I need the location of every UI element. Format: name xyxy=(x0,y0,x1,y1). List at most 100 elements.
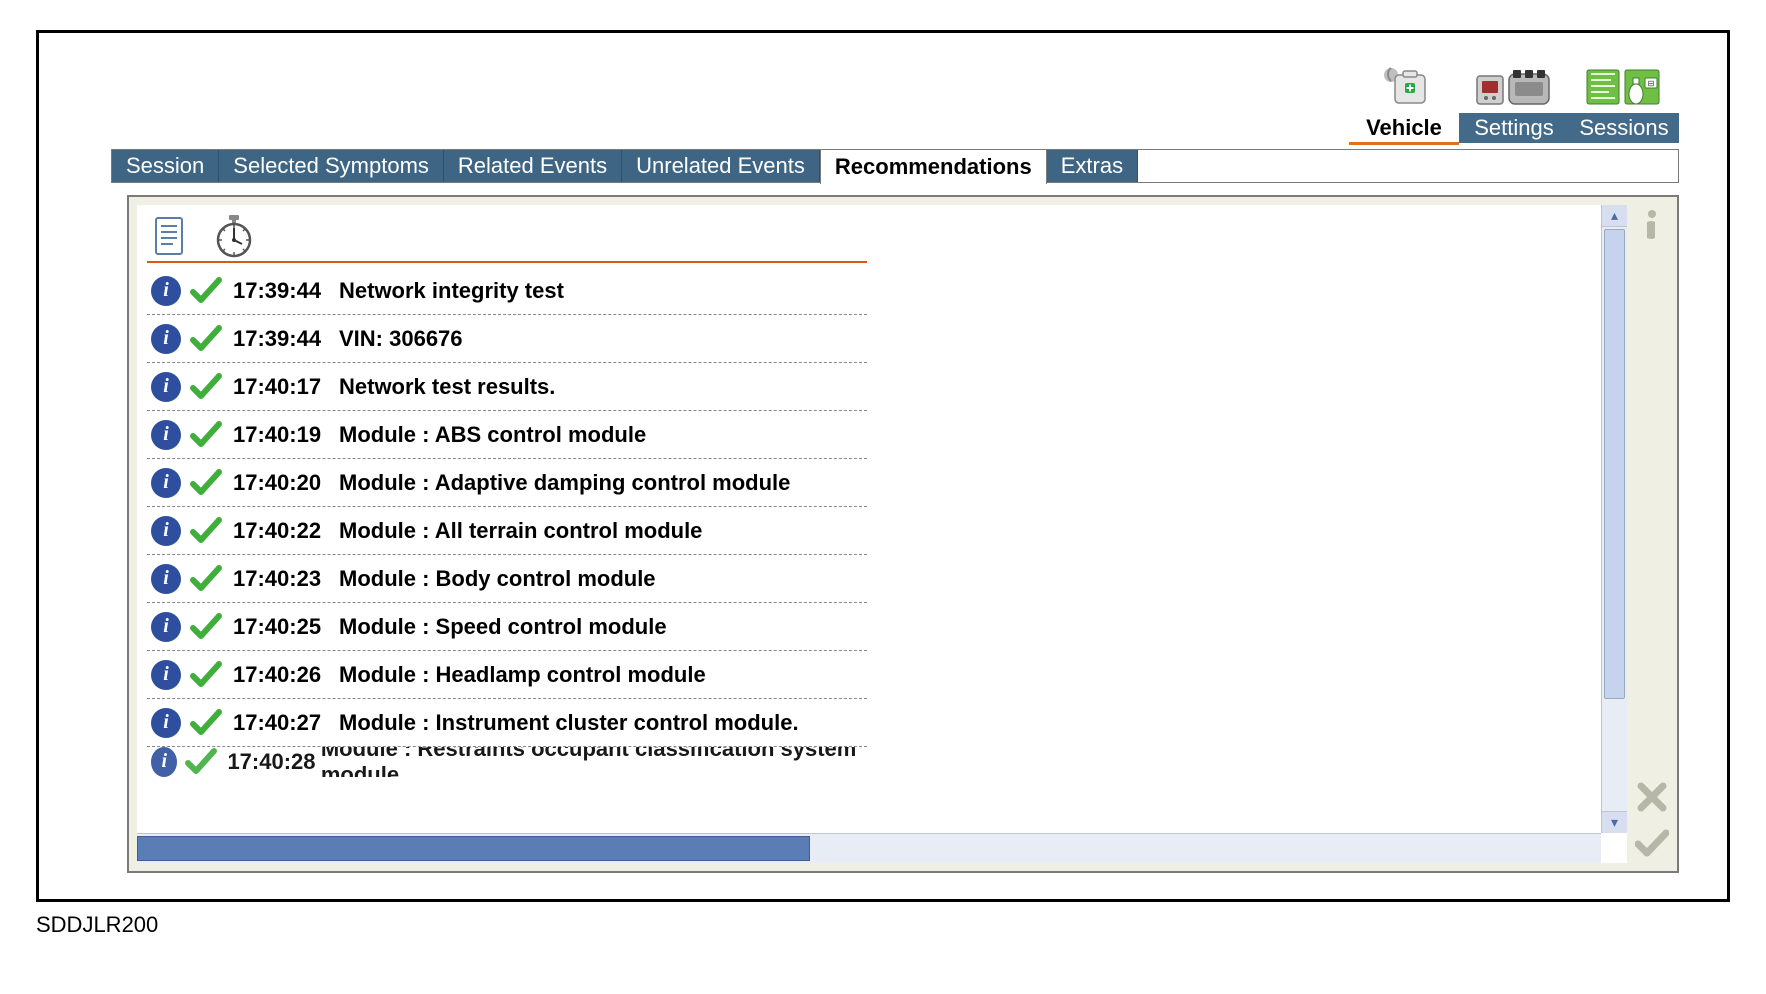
row-description: Module : Body control module xyxy=(339,566,656,592)
action-strip xyxy=(1627,197,1677,871)
row-time: 17:40:17 xyxy=(233,374,339,400)
main-nav: Vehicle Settings xyxy=(1349,59,1679,143)
nav-vehicle-label: Vehicle xyxy=(1349,113,1459,143)
device-icon xyxy=(1475,59,1553,113)
info-icon[interactable]: i xyxy=(151,564,181,594)
check-icon xyxy=(189,466,223,500)
tab-label: Session xyxy=(126,153,204,179)
check-icon xyxy=(189,610,223,644)
scroll-up-arrow-icon[interactable]: ▴ xyxy=(1602,205,1627,227)
list-row[interactable]: i 17:40:22Module : All terrain control mo… xyxy=(147,507,867,555)
row-description: Module : ABS control module xyxy=(339,422,646,448)
check-icon xyxy=(189,274,223,308)
list-row[interactable]: i 17:39:44Network integrity test xyxy=(147,267,867,315)
cancel-action-icon[interactable] xyxy=(1634,779,1670,815)
info-icon[interactable]: i xyxy=(151,468,181,498)
list-row[interactable]: i 17:40:17Network test results. xyxy=(147,363,867,411)
content-body: i 17:39:44Network integrity test i 17:39:44… xyxy=(137,205,1627,863)
row-time: 17:40:23 xyxy=(233,566,339,592)
row-time: 17:39:44 xyxy=(233,278,339,304)
tab-label: Unrelated Events xyxy=(636,153,805,179)
check-icon xyxy=(189,658,223,692)
row-description: Network test results. xyxy=(339,374,555,400)
info-icon[interactable]: i xyxy=(151,276,181,306)
scroll-down-arrow-icon[interactable]: ▾ xyxy=(1602,811,1627,833)
tab-unrelated-events[interactable]: Unrelated Events xyxy=(622,150,820,182)
check-icon xyxy=(185,747,217,777)
row-time: 17:40:27 xyxy=(233,710,339,736)
row-description: Module : Speed control module xyxy=(339,614,667,640)
row-description: Module : Adaptive damping control module xyxy=(339,470,790,496)
list-row[interactable]: i 17:40:27Module : Instrument cluster con… xyxy=(147,699,867,747)
tab-label: Selected Symptoms xyxy=(233,153,429,179)
nav-active-underline xyxy=(1349,142,1459,145)
list-row[interactable]: i 17:40:26Module : Headlamp control modul… xyxy=(147,651,867,699)
content-panel: i 17:39:44Network integrity test i 17:39:44… xyxy=(127,195,1679,873)
recommendations-list: i 17:39:44Network integrity test i 17:39:44… xyxy=(137,205,1601,833)
list-header xyxy=(137,205,1601,261)
list-row[interactable]: i 17:40:25Module : Speed control module xyxy=(147,603,867,651)
nav-settings-label: Settings xyxy=(1459,113,1569,143)
tab-related-events[interactable]: Related Events xyxy=(444,150,622,182)
info-icon[interactable]: i xyxy=(151,708,181,738)
info-icon[interactable]: i xyxy=(151,747,177,777)
check-icon xyxy=(189,562,223,596)
list-row[interactable]: i 17:40:19Module : ABS control module xyxy=(147,411,867,459)
info-icon[interactable]: i xyxy=(151,612,181,642)
nav-sessions[interactable]: ⊟ Sessions xyxy=(1569,59,1679,143)
check-icon xyxy=(189,706,223,740)
row-time: 17:40:26 xyxy=(233,662,339,688)
info-icon[interactable]: i xyxy=(151,372,181,402)
list-row[interactable]: i 17:40:28Module : Restraints occupant cl… xyxy=(147,747,867,777)
info-action-icon[interactable] xyxy=(1634,207,1670,243)
row-description: Module : Restraints occupant classificat… xyxy=(321,747,867,777)
info-icon[interactable]: i xyxy=(151,516,181,546)
tab-bar: Session Selected Symptoms Related Events… xyxy=(111,149,1679,183)
medkit-icon xyxy=(1381,59,1427,113)
row-description: Module : Instrument cluster control modu… xyxy=(339,710,799,736)
document-icon xyxy=(149,215,191,257)
tab-selected-symptoms[interactable]: Selected Symptoms xyxy=(219,150,444,182)
horizontal-scrollbar[interactable] xyxy=(137,833,1601,863)
row-time: 17:40:20 xyxy=(233,470,339,496)
row-time: 17:40:22 xyxy=(233,518,339,544)
row-description: VIN: 306676 xyxy=(339,326,463,352)
tab-recommendations[interactable]: Recommendations xyxy=(820,149,1047,184)
vertical-scrollbar[interactable]: ▴ ▾ xyxy=(1601,205,1627,833)
check-icon xyxy=(189,418,223,452)
check-icon xyxy=(189,514,223,548)
check-icon xyxy=(189,370,223,404)
row-description: Module : Headlamp control module xyxy=(339,662,706,688)
app-frame: Vehicle Settings xyxy=(36,30,1730,902)
row-description: Network integrity test xyxy=(339,278,564,304)
info-icon[interactable]: i xyxy=(151,420,181,450)
check-icon xyxy=(189,322,223,356)
row-time: 17:40:28 xyxy=(227,749,320,775)
nav-vehicle[interactable]: Vehicle xyxy=(1349,59,1459,143)
svg-text:⊟: ⊟ xyxy=(1648,79,1655,88)
tab-label: Related Events xyxy=(458,153,607,179)
tab-label: Recommendations xyxy=(835,154,1032,180)
tab-spacer xyxy=(1138,150,1678,182)
info-icon[interactable]: i xyxy=(151,660,181,690)
tab-session[interactable]: Session xyxy=(112,150,219,182)
horizontal-scroll-thumb[interactable] xyxy=(137,836,810,861)
vertical-scroll-thumb[interactable] xyxy=(1604,229,1625,699)
list-row[interactable]: i 17:39:44VIN: 306676 xyxy=(147,315,867,363)
nav-sessions-label: Sessions xyxy=(1569,113,1679,143)
header-divider xyxy=(147,261,867,263)
tab-extras[interactable]: Extras xyxy=(1047,150,1138,182)
info-icon[interactable]: i xyxy=(151,324,181,354)
row-time: 17:40:25 xyxy=(233,614,339,640)
nav-settings[interactable]: Settings xyxy=(1459,59,1569,143)
stopwatch-icon xyxy=(213,215,255,257)
list-row[interactable]: i 17:40:23Module : Body control module xyxy=(147,555,867,603)
tab-label: Extras xyxy=(1061,153,1123,179)
figure-code: SDDJLR200 xyxy=(36,912,158,938)
row-description: Module : All terrain control module xyxy=(339,518,702,544)
list-row[interactable]: i 17:40:20Module : Adaptive damping contr… xyxy=(147,459,867,507)
row-time: 17:40:19 xyxy=(233,422,339,448)
sessions-icon: ⊟ xyxy=(1585,59,1663,113)
row-time: 17:39:44 xyxy=(233,326,339,352)
confirm-action-icon[interactable] xyxy=(1634,825,1670,861)
